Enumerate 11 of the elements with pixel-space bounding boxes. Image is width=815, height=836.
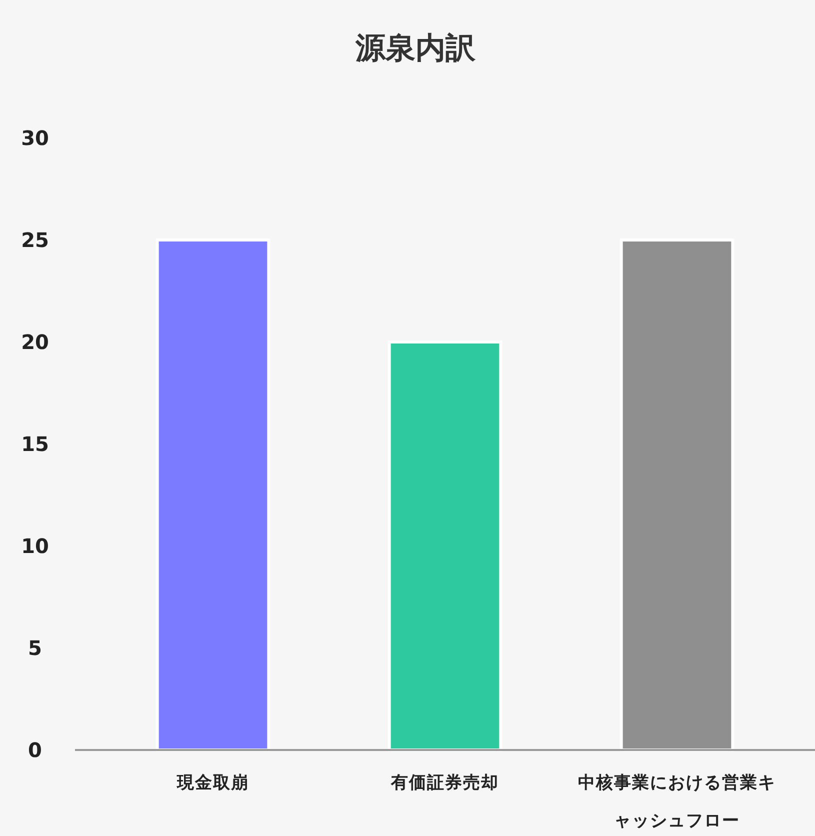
y-tick-label: 0 [28, 738, 42, 762]
y-tick-label: 20 [21, 330, 49, 354]
y-tick-label: 5 [28, 636, 42, 660]
x-tick-label: 現金取崩 [176, 773, 249, 793]
y-tick-label: 30 [21, 126, 49, 150]
y-tick-label: 10 [21, 534, 49, 558]
x-tick-label: 有価証券売却 [390, 773, 499, 793]
y-tick-label: 25 [21, 228, 49, 252]
y-tick-label: 15 [21, 432, 49, 456]
chart-title: 源泉内訳 [354, 31, 476, 66]
x-tick-label: 中核事業における営業キャッシュフロー [578, 773, 776, 831]
